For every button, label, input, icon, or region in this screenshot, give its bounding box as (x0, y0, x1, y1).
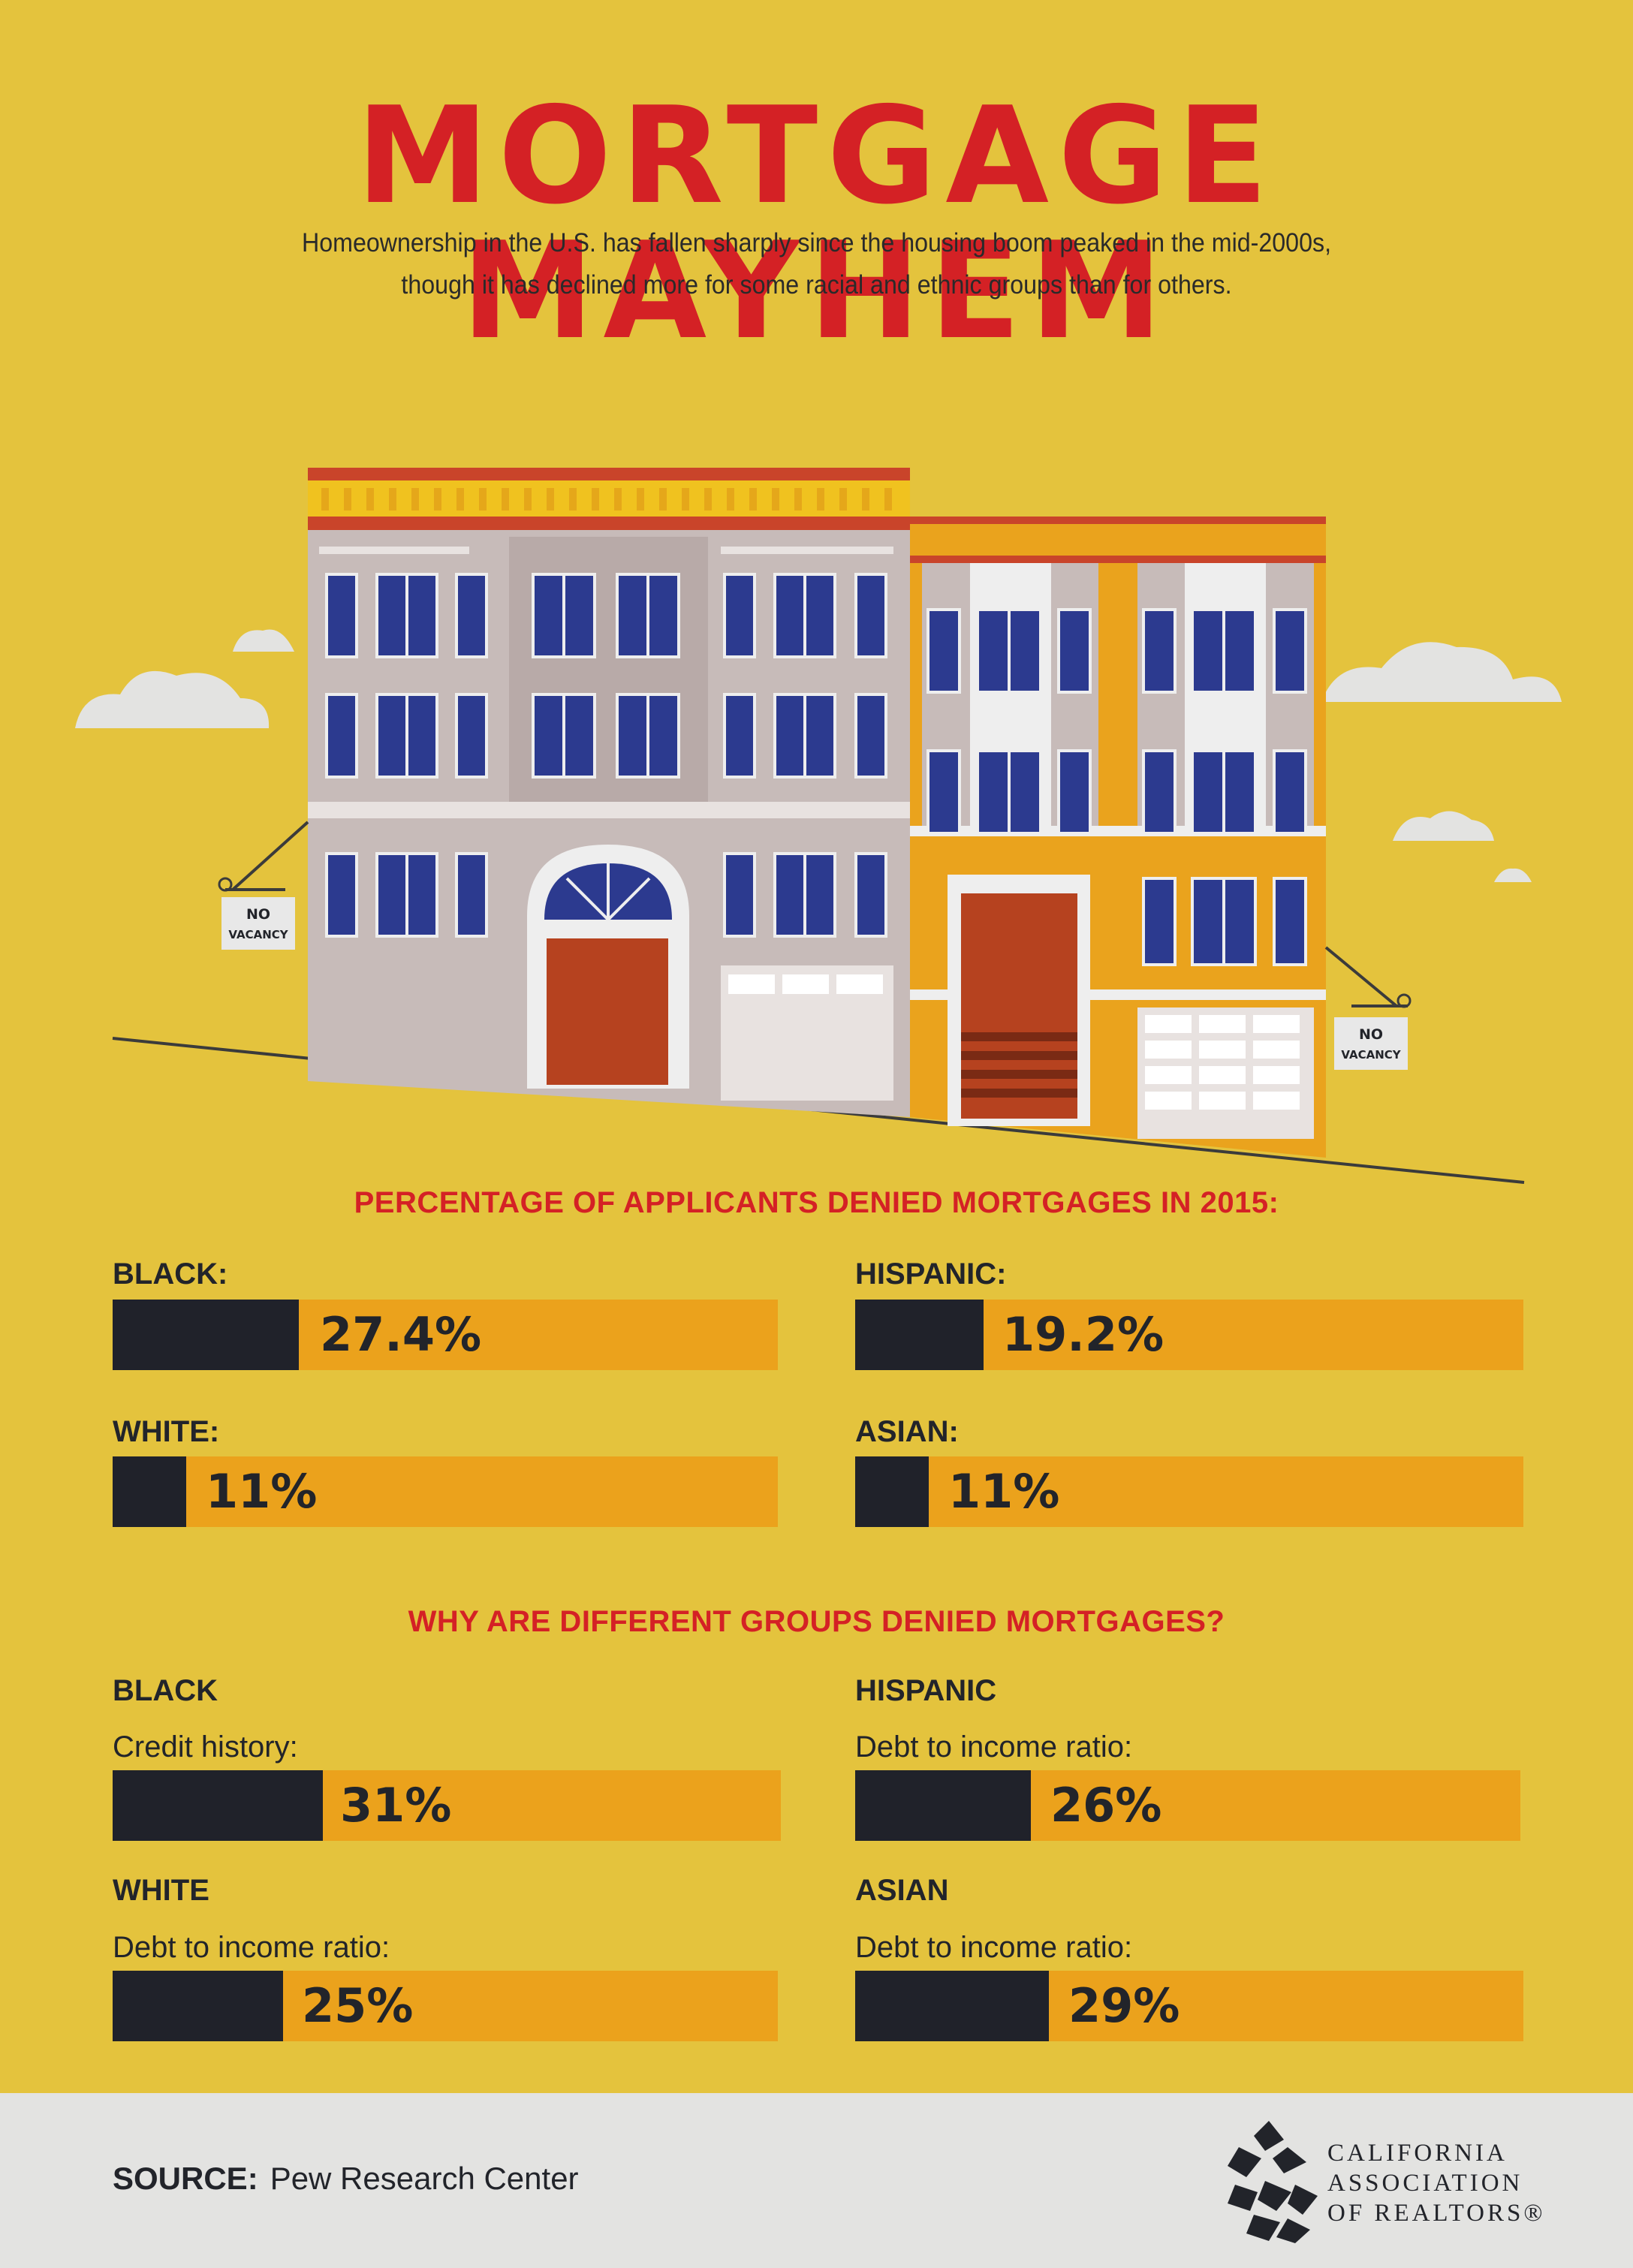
reason-bar-asian: 29% (855, 1971, 1523, 2041)
source-value: Pew Research Center (270, 2161, 579, 2196)
page-title: MORTGAGE MAYHEM (356, 78, 1277, 369)
reason-group-hispanic: HISPANIC (855, 1674, 997, 1707)
reason-bar-black: 31% (113, 1770, 781, 1841)
svg-text:VACANCY: VACANCY (1341, 1048, 1401, 1062)
svg-text:VACANCY: VACANCY (228, 928, 288, 941)
reason-value-black: 31% (340, 1778, 452, 1833)
buildings-illustration: NO VACANCY NO VACANCY (75, 468, 1562, 1184)
denial-label-white: WHITE: (113, 1415, 220, 1448)
denial-bar-fill (855, 1300, 984, 1370)
denial-label-asian: ASIAN: (855, 1415, 959, 1448)
reason-group-white: WHITE (113, 1874, 209, 1907)
denial-bar-fill (855, 1456, 929, 1527)
no-vacancy-sign-left: NO VACANCY (218, 821, 309, 950)
reasons-section-title: WHY ARE DIFFERENT GROUPS DENIED MORTGAGE… (408, 1605, 1225, 1638)
reason-value-asian: 29% (1068, 1978, 1180, 2033)
reason-value-hispanic: 26% (1050, 1778, 1162, 1833)
reason-bar-hispanic: 26% (855, 1770, 1520, 1841)
denial-value-black: 27.4% (320, 1307, 482, 1362)
reason-group-black: BLACK (113, 1674, 218, 1707)
denial-bar-fill (113, 1300, 299, 1370)
denial-bar-hispanic: 19.2% (855, 1300, 1523, 1370)
no-vacancy-sign-right: NO VACANCY (1324, 946, 1412, 1070)
svg-text:NO: NO (246, 906, 270, 923)
denial-bar-white: 11% (113, 1456, 778, 1527)
reason-text-black: Credit history: (113, 1730, 298, 1763)
source-line: SOURCE: Pew Research Center (113, 2161, 579, 2197)
reason-bar-fill (113, 1971, 283, 2041)
denial-label-hispanic: HISPANIC: (855, 1257, 1007, 1291)
right-building (910, 517, 1326, 1158)
subtitle-line-1: Homeownership in the U.S. has fallen sha… (301, 228, 1332, 258)
denial-section-title: PERCENTAGE OF APPLICANTS DENIED MORTGAGE… (354, 1186, 1279, 1219)
denial-bar-black: 27.4% (113, 1300, 778, 1370)
denial-bar-asian: 11% (855, 1456, 1523, 1527)
svg-text:NO: NO (1359, 1026, 1383, 1043)
reason-bar-white: 25% (113, 1971, 778, 2041)
subtitle-line-2: though it has declined more for some rac… (401, 270, 1232, 300)
source-label: SOURCE: (113, 2161, 258, 2196)
denial-label-black: BLACK: (113, 1257, 228, 1291)
denial-value-hispanic: 19.2% (1002, 1307, 1164, 1362)
reason-bar-fill (855, 1770, 1031, 1841)
reason-bar-fill (113, 1770, 323, 1841)
clouds (75, 629, 1562, 882)
reason-group-asian: ASIAN (855, 1874, 949, 1907)
reason-text-white: Debt to income ratio: (113, 1931, 390, 1964)
reason-text-asian: Debt to income ratio: (855, 1931, 1133, 1964)
denial-value-white: 11% (206, 1464, 318, 1519)
denial-value-asian: 11% (948, 1464, 1060, 1519)
realtors-logo-text: CALIFORNIA ASSOCIATION OF REALTORS® (1327, 2140, 1546, 2227)
footer (0, 2093, 1633, 2268)
reason-text-hispanic: Debt to income ratio: (855, 1730, 1133, 1763)
page-subtitle: Homeownership in the U.S. has fallen sha… (259, 222, 1375, 306)
left-building (308, 468, 910, 1117)
denial-bar-fill (113, 1456, 186, 1527)
reason-value-white: 25% (302, 1978, 414, 2033)
realtors-logo-icon (1228, 2121, 1318, 2243)
reason-bar-fill (855, 1971, 1049, 2041)
